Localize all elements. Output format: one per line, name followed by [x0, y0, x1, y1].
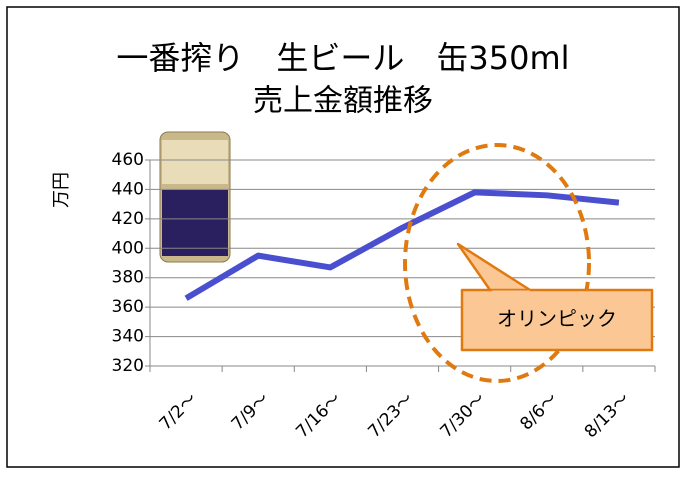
chart-border [6, 6, 680, 468]
y-tick-label: 380 [112, 268, 144, 288]
callout [456, 242, 654, 352]
product-image [159, 131, 231, 263]
y-tick-label: 340 [112, 327, 144, 347]
y-tick-label: 440 [112, 179, 144, 199]
y-tick-label: 420 [112, 209, 144, 229]
y-tick-label: 320 [112, 356, 144, 376]
y-tick-label: 400 [112, 238, 144, 258]
chart-title: 一番搾り 生ビール 缶350ml [116, 39, 569, 77]
highlight-ellipse [403, 143, 591, 383]
data-line [184, 189, 620, 301]
y-axis-label: 万円 [51, 172, 72, 208]
y-tick-label: 460 [112, 150, 144, 170]
callout-text: オリンピック [497, 307, 617, 331]
y-tick-label: 360 [112, 297, 144, 317]
chart-subtitle: 売上金額推移 [253, 84, 433, 119]
